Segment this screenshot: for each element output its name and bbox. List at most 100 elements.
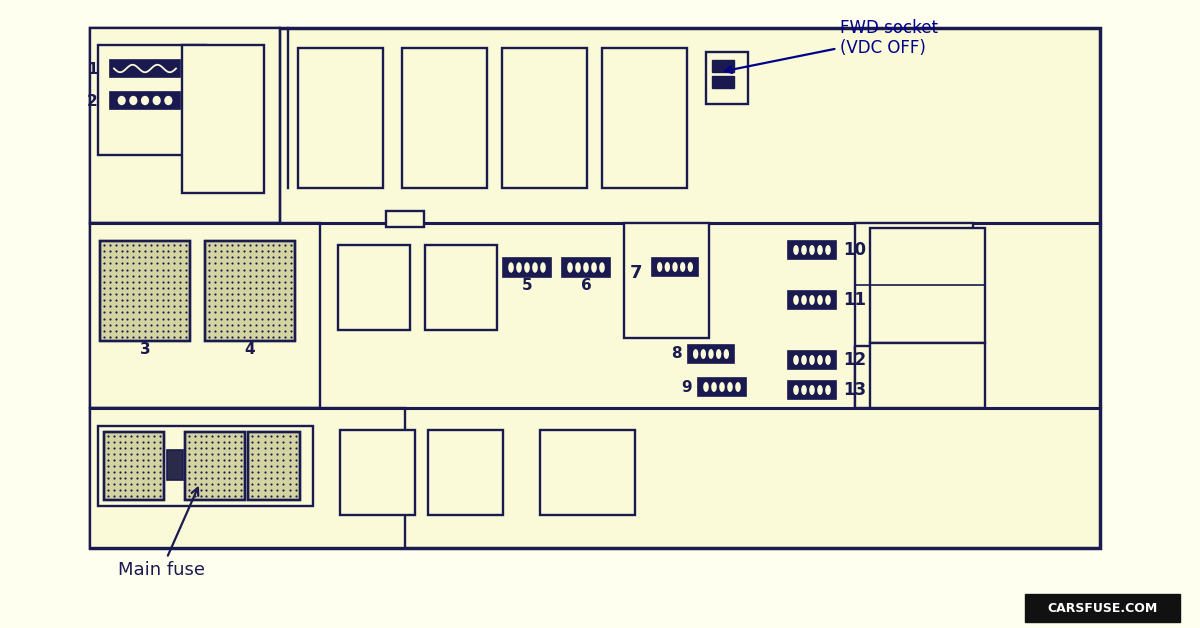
Point	[214, 461, 233, 471]
Point	[112, 301, 131, 311]
Point	[158, 301, 178, 311]
Point	[248, 485, 268, 495]
Point	[158, 308, 178, 318]
Ellipse shape	[692, 349, 698, 359]
Point	[214, 467, 233, 477]
Point	[223, 289, 242, 299]
Point	[211, 289, 230, 299]
Point	[170, 289, 190, 299]
Point	[264, 308, 283, 318]
Point	[104, 467, 124, 477]
Point	[270, 271, 289, 281]
Point	[158, 258, 178, 268]
Point	[185, 437, 204, 447]
Point	[223, 313, 242, 323]
Ellipse shape	[130, 96, 138, 105]
Point	[220, 437, 239, 447]
Point	[258, 271, 277, 281]
Point	[280, 473, 299, 483]
Bar	[712, 60, 734, 72]
Point	[217, 308, 236, 318]
Point	[229, 264, 248, 274]
Point	[118, 240, 137, 250]
Point	[270, 264, 289, 274]
Ellipse shape	[727, 382, 733, 392]
Point	[226, 437, 245, 447]
Point	[203, 479, 222, 489]
Point	[268, 473, 287, 483]
Point	[115, 437, 134, 447]
Point	[150, 467, 169, 477]
Bar	[338, 245, 410, 330]
Point	[133, 431, 152, 441]
Point	[258, 289, 277, 299]
Point	[246, 308, 265, 318]
Point	[262, 449, 281, 459]
Point	[101, 283, 120, 293]
Point	[287, 449, 306, 459]
Point	[121, 485, 140, 495]
Point	[136, 240, 155, 250]
Point	[240, 313, 259, 323]
Point	[142, 326, 161, 336]
Point	[176, 283, 196, 293]
Ellipse shape	[688, 262, 694, 272]
Point	[98, 473, 118, 483]
Point	[229, 295, 248, 305]
Point	[258, 246, 277, 256]
Point	[276, 246, 295, 256]
Point	[101, 313, 120, 323]
Point	[223, 332, 242, 342]
Point	[164, 313, 184, 323]
Point	[220, 449, 239, 459]
Point	[145, 473, 164, 483]
Point	[262, 467, 281, 477]
Ellipse shape	[793, 355, 799, 365]
Point	[170, 326, 190, 336]
Point	[258, 295, 277, 305]
Point	[254, 437, 274, 447]
Point	[133, 455, 152, 465]
Point	[180, 467, 199, 477]
Ellipse shape	[708, 349, 714, 359]
Ellipse shape	[719, 382, 725, 392]
Point	[101, 271, 120, 281]
Point	[142, 313, 161, 323]
Point	[240, 332, 259, 342]
Point	[226, 485, 245, 495]
Point	[104, 431, 124, 441]
Bar	[185, 432, 245, 500]
Point	[240, 283, 259, 293]
Point	[199, 271, 218, 281]
Point	[152, 277, 172, 287]
Point	[142, 301, 161, 311]
Point	[274, 449, 293, 459]
Point	[248, 431, 268, 441]
Point	[246, 246, 265, 256]
Point	[127, 485, 146, 495]
Point	[152, 332, 172, 342]
Point	[248, 473, 268, 483]
Point	[217, 246, 236, 256]
Point	[205, 246, 224, 256]
Point	[110, 467, 130, 477]
Point	[223, 246, 242, 256]
Ellipse shape	[164, 96, 173, 105]
Point	[124, 240, 143, 250]
Point	[115, 485, 134, 495]
Point	[124, 320, 143, 330]
Point	[142, 240, 161, 250]
Point	[164, 240, 184, 250]
Point	[191, 479, 210, 489]
Point	[148, 301, 167, 311]
Point	[281, 313, 300, 323]
Point	[104, 473, 124, 483]
Point	[264, 332, 283, 342]
Point	[240, 252, 259, 263]
Point	[112, 258, 131, 268]
Point	[98, 431, 118, 441]
Point	[145, 443, 164, 453]
Point	[217, 277, 236, 287]
Point	[112, 271, 131, 281]
Point	[220, 467, 239, 477]
